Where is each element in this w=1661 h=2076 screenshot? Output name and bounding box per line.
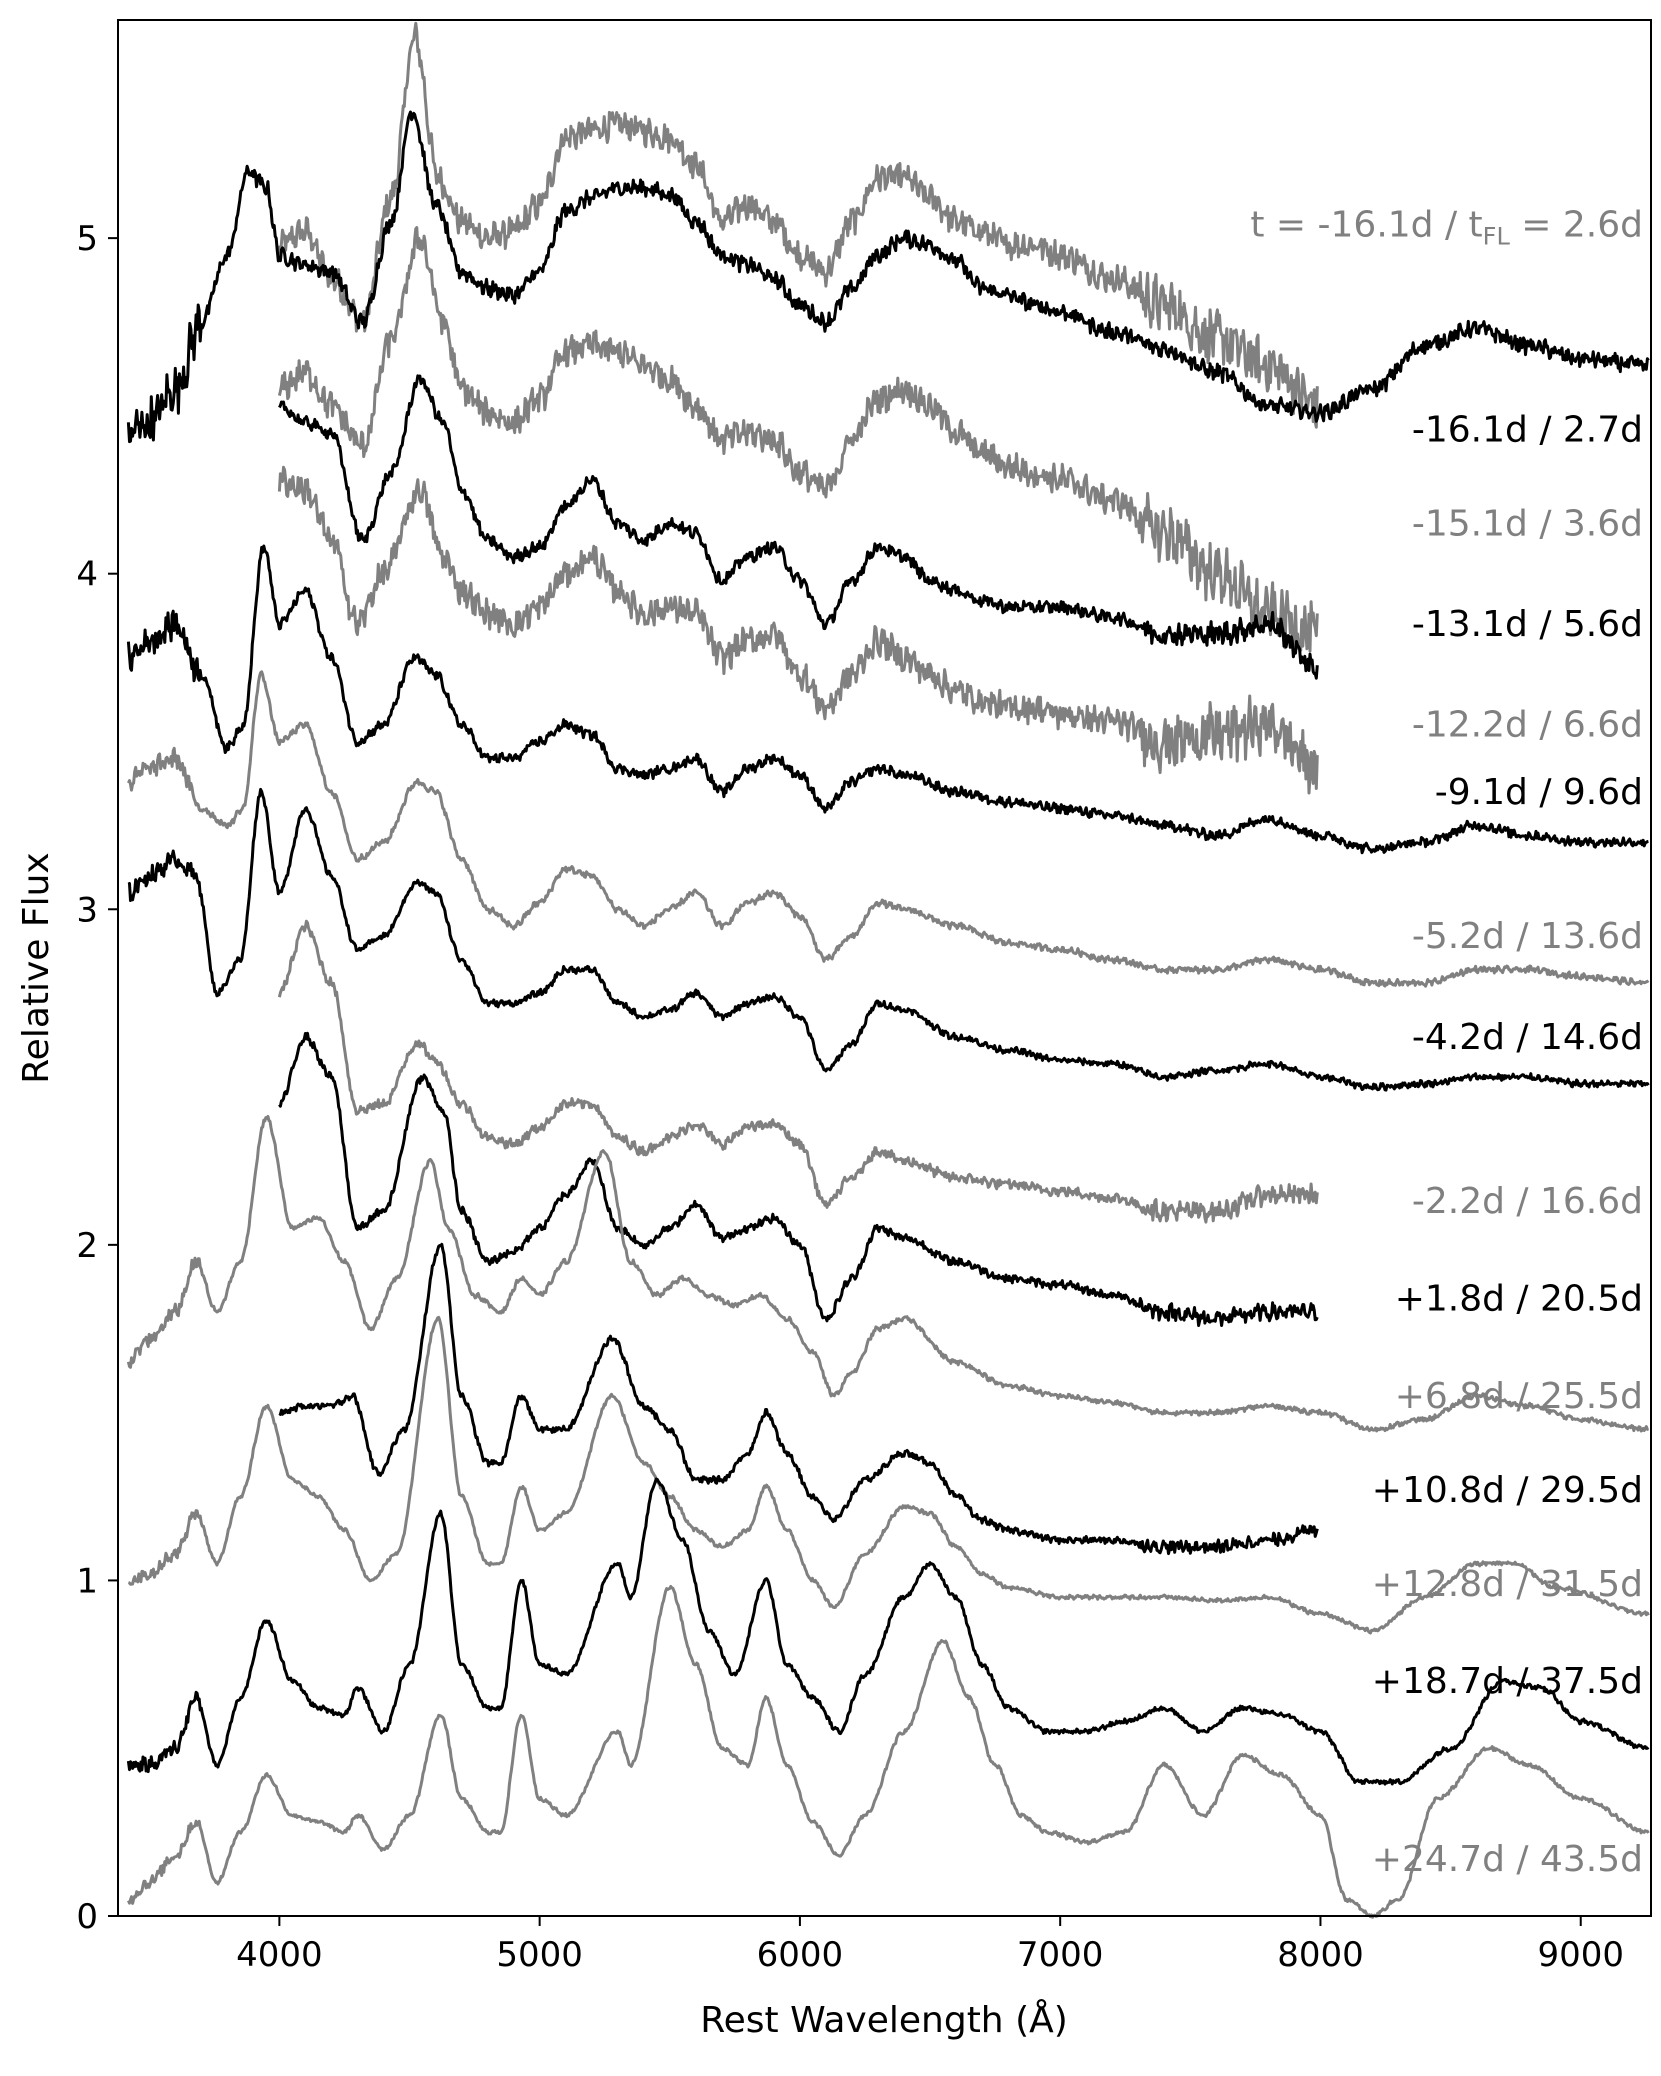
spectrum-line <box>127 1585 1650 1919</box>
y-tick-label: 0 <box>76 1897 98 1937</box>
series-layer <box>126 21 1650 1919</box>
spectrum-line <box>278 374 1319 680</box>
series-label: +10.8d / 29.5d <box>1372 1470 1643 1511</box>
spectrum-line <box>127 787 1650 1092</box>
x-axis-ticks: 4000 5000 6000 7000 8000 9000 <box>236 1916 1624 1975</box>
x-tick-label: 7000 <box>1017 1935 1104 1975</box>
x-tick-label: 8000 <box>1277 1935 1364 1975</box>
series-label: -4.2d / 14.6d <box>1412 1017 1643 1058</box>
spectrum-line <box>277 21 1319 429</box>
spectrum-line <box>278 1031 1319 1327</box>
series-label: +18.7d / 37.5d <box>1372 1661 1643 1702</box>
y-tick-label: 5 <box>76 219 98 259</box>
spectrum-line <box>278 1242 1319 1556</box>
x-tick-label: 4000 <box>236 1935 323 1975</box>
x-tick-label: 6000 <box>757 1935 844 1975</box>
series-label-layer: t = -16.1d / tFL = 2.6d -16.1d / 2.7d -15.… <box>1250 205 1643 1880</box>
series-label: -12.2d / 6.6d <box>1412 705 1643 746</box>
spectrum-line <box>128 1315 1650 1635</box>
spectrum-line <box>277 226 1319 653</box>
spectrum-line <box>126 110 1650 444</box>
y-tick-label: 1 <box>76 1561 98 1601</box>
series-label: -9.1d / 9.6d <box>1435 772 1643 813</box>
x-tick-label: 5000 <box>496 1935 583 1975</box>
series-label: +1.8d / 20.5d <box>1395 1279 1643 1320</box>
series-label: -2.2d / 16.6d <box>1412 1181 1643 1222</box>
spectrum-line <box>127 670 1650 988</box>
spectrum-line <box>277 919 1319 1224</box>
plot-frame <box>117 19 1652 1917</box>
series-label: -13.1d / 5.6d <box>1412 604 1643 645</box>
y-axis-ticks: 0 1 2 3 4 5 <box>76 219 118 1937</box>
series-label: t = -16.1d / tFL = 2.6d <box>1250 205 1643 251</box>
series-label: -15.1d / 3.6d <box>1412 503 1643 544</box>
series-label: +6.8d / 25.5d <box>1395 1376 1643 1417</box>
series-label: +12.8d / 31.5d <box>1372 1564 1643 1605</box>
y-tick-label: 2 <box>76 1226 98 1266</box>
y-tick-label: 3 <box>76 890 98 930</box>
series-label: -16.1d / 2.7d <box>1412 409 1643 450</box>
spectrum-line <box>126 544 1649 855</box>
series-label: +24.7d / 43.5d <box>1372 1839 1643 1880</box>
series-label: -5.2d / 13.6d <box>1412 916 1643 957</box>
y-tick-label: 4 <box>76 555 98 595</box>
x-axis-label: Rest Wavelength (Å) <box>700 1998 1068 2041</box>
spectrum-line <box>126 1114 1650 1433</box>
spectrum-line <box>277 465 1319 795</box>
spectrum-line <box>126 1477 1650 1786</box>
x-tick-label: 9000 <box>1537 1935 1624 1975</box>
y-axis-label: Relative Flux <box>16 852 57 1083</box>
